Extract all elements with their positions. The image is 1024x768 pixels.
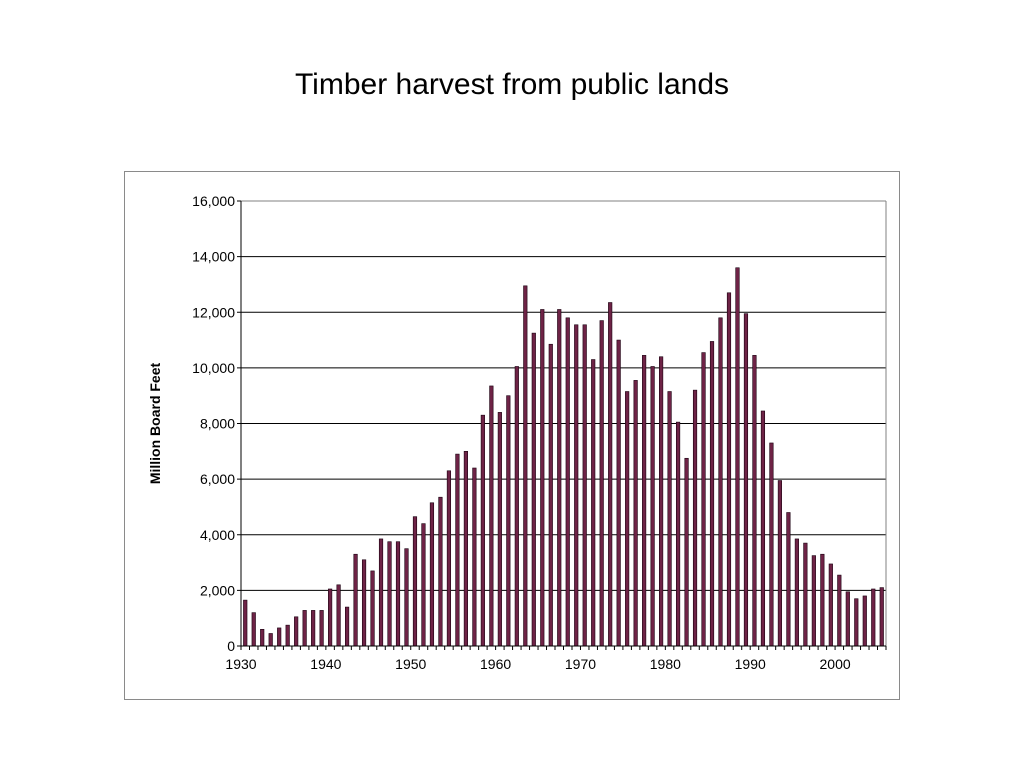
bar (752, 355, 757, 647)
bar (718, 317, 723, 647)
bar (854, 598, 859, 647)
y-tick-label: 12,000 (192, 304, 235, 320)
bar (709, 341, 715, 647)
bar (387, 541, 392, 647)
bar (319, 610, 324, 647)
bar (675, 421, 681, 647)
bar (523, 285, 528, 647)
bar (361, 559, 367, 647)
bar (879, 587, 884, 647)
bar (650, 366, 655, 647)
bar (412, 516, 418, 647)
bar (760, 410, 766, 647)
bar (514, 366, 519, 647)
slide-title: Timber harvest from public lands (294, 68, 730, 101)
bar (285, 624, 290, 647)
x-tick-label: 1940 (310, 656, 341, 672)
bar (497, 412, 502, 647)
x-tick-label: 2000 (820, 656, 851, 672)
bar (726, 292, 732, 647)
bar (565, 317, 570, 647)
bar (786, 512, 791, 647)
timber-harvest-bar-chart: 0 2,000 4,000 6,000 8,000 10,000 12,000 14,000 1… (147, 193, 887, 672)
y-axis-title: Million Board Feet (147, 362, 163, 484)
y-tick-label: 0 (227, 638, 235, 654)
bar (608, 302, 613, 647)
bar (531, 332, 536, 647)
bar (540, 309, 545, 647)
bar (395, 541, 401, 647)
y-tick-label: 8,000 (200, 416, 235, 432)
bar (701, 352, 706, 647)
bar (692, 389, 698, 647)
bar (803, 542, 808, 647)
bar (480, 414, 485, 647)
bar (777, 480, 782, 647)
y-tick-label: 14,000 (192, 249, 235, 265)
x-tick-label: 1950 (395, 656, 426, 672)
bar (811, 555, 816, 647)
bar (251, 612, 256, 647)
bar (446, 470, 452, 647)
bar (616, 339, 621, 647)
bar (769, 442, 774, 647)
bar (302, 610, 307, 647)
bar (311, 610, 316, 647)
bar (642, 355, 647, 647)
bar (345, 606, 350, 647)
y-tick-label: 2,000 (200, 582, 235, 598)
x-tick-label: 1980 (650, 656, 681, 672)
bar (421, 523, 426, 647)
bar (548, 343, 553, 647)
bar (735, 267, 740, 647)
bar (743, 313, 749, 647)
bar (243, 599, 248, 647)
bar (871, 588, 876, 647)
bar (472, 467, 477, 647)
bar (837, 574, 842, 647)
bar (659, 356, 664, 647)
bar (506, 395, 511, 647)
bar (353, 553, 358, 647)
bar (438, 496, 443, 647)
bar (820, 553, 825, 647)
bar (845, 591, 850, 647)
bar (268, 633, 273, 647)
bar (489, 385, 494, 647)
bar (404, 548, 409, 647)
bar (684, 457, 689, 647)
bar (828, 563, 833, 647)
bar (463, 451, 468, 647)
bar (633, 380, 638, 647)
x-tick-label: 1990 (735, 656, 766, 672)
x-tick-label: 1970 (565, 656, 596, 672)
x-tick-label: 1960 (480, 656, 511, 672)
bar (294, 616, 299, 647)
bar (336, 584, 341, 647)
bar (794, 538, 799, 647)
bar (625, 391, 630, 647)
y-tick-label: 16,000 (192, 193, 235, 209)
bar (455, 453, 460, 647)
bar (429, 502, 435, 647)
bar (260, 629, 265, 647)
bar (591, 359, 596, 647)
bar (599, 320, 604, 647)
y-tick-label: 4,000 (200, 527, 235, 543)
bar (328, 588, 333, 647)
bar (667, 391, 672, 647)
y-tick-label: 6,000 (200, 471, 235, 487)
chart-container: 0 2,000 4,000 6,000 8,000 10,000 12,000 14,000 1… (124, 171, 900, 700)
x-tick-label: 1930 (225, 656, 256, 672)
bar (370, 570, 375, 647)
bar (574, 324, 579, 647)
bar (862, 595, 867, 647)
y-tick-label: 10,000 (192, 360, 235, 376)
bar (582, 324, 587, 647)
bar (557, 309, 562, 647)
bar (378, 538, 384, 647)
bar (277, 627, 282, 647)
